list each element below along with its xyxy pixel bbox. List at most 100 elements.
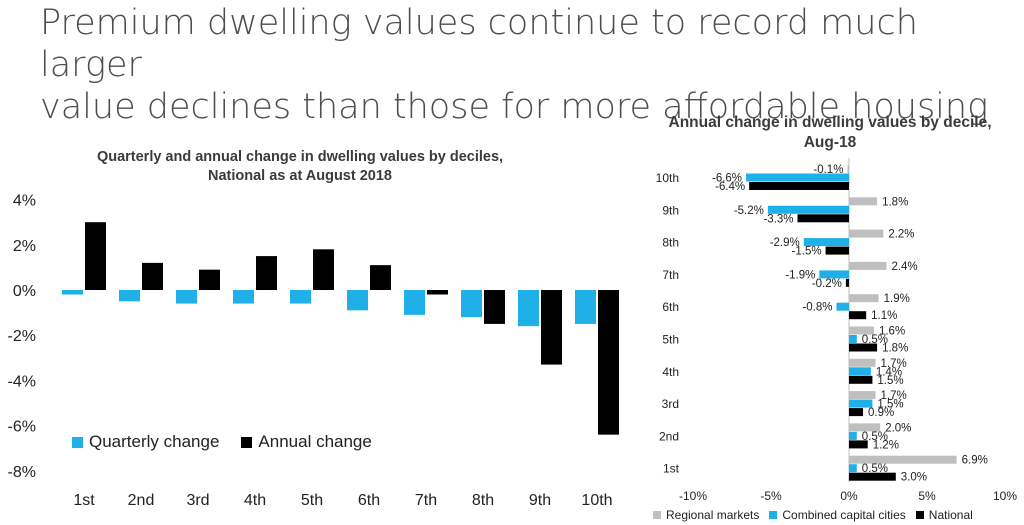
quarterly-change-bar [575,290,596,324]
data-label: -2.9% [770,237,800,249]
x-category-label: 2nd [128,492,155,509]
quarterly-change-bar [461,290,482,318]
x-category-label: 9th [529,492,551,509]
x-category-label: 3rd [186,492,209,509]
data-label: 1.1% [871,310,897,322]
legend-swatch-capitals [769,511,778,519]
left-chart-title-line-1: Quarterly and annual change in dwelling … [96,149,504,165]
legend-swatch-regional [653,511,661,519]
x-tick-label: 0% [840,489,858,503]
x-category-label: 7th [415,492,437,509]
national-bar [845,278,849,287]
annual-change-bar [541,290,562,365]
x-category-label: 1st [73,492,95,509]
y-category-label: 5th [662,333,679,347]
y-category-label: 10th [656,171,679,185]
annual-change-bar [598,290,619,435]
slide-title-line-2: value declines than those for more affor… [40,87,989,127]
combined-capitals-bar [767,205,849,214]
right-chart-title-line-2: Aug-18 [803,134,857,151]
left-chart-title-line-2: National as at August 2018 [208,168,392,184]
data-label: 6.9% [962,455,988,467]
combined-capitals-bar [803,238,849,247]
national-bar [849,472,896,481]
legend-swatch-quarterly [72,436,83,448]
y-category-label: 2nd [659,429,679,443]
legend-item-annual: Annual change [241,432,372,452]
regional-markets-bar [849,326,874,335]
national-bar [849,375,873,384]
slide-title-line-1: Premium dwelling values continue to reco… [40,3,918,85]
legend-label-national: National [928,508,973,522]
annual-change-bar [313,249,334,290]
data-label: 1.6% [879,326,905,338]
national-bar [797,214,849,223]
data-label: -0.1% [813,164,843,176]
regional-markets-bar [849,229,884,238]
data-label: 3.0% [901,472,927,484]
data-label: 1.7% [881,390,907,402]
x-category-label: 10th [581,492,612,509]
data-label: 1.8% [882,196,908,208]
data-label: -1.5% [792,246,822,258]
y-tick-label: 2% [13,238,36,255]
combined-capitals-bar [849,335,857,343]
x-tick-label: -10% [679,489,707,503]
quarterly-change-bar [119,290,140,302]
data-label: 2.4% [891,261,917,273]
national-bar [749,182,849,190]
regional-markets-bar [849,455,957,464]
annual-change-bar [256,256,277,290]
annual-change-bar [85,222,106,290]
x-category-label: 8th [472,492,494,509]
national-bar [849,408,864,417]
legend-label-annual: Annual change [258,432,372,451]
data-label: -6.4% [715,181,745,193]
legend-swatch-annual [241,436,253,448]
left-chart-title: Quarterly and annual change in dwelling … [40,148,560,186]
regional-markets-bar [849,358,876,367]
national-bar [825,246,849,255]
regional-markets-bar [849,197,878,206]
y-tick-label: -2% [8,328,36,345]
quarterly-change-bar [518,290,539,327]
annual-change-bar [370,265,391,290]
annual-change-bar [484,290,505,324]
quarterly-change-bar [176,290,197,304]
y-tick-label: -8% [8,464,36,481]
legend-label-regional: Regional markets [666,508,760,522]
data-label: 2.0% [885,422,911,434]
data-label: -1.9% [785,269,815,281]
quarterly-change-bar [233,290,254,304]
data-label: 0.5% [862,334,888,346]
combined-capitals-bar [819,270,849,279]
legend-label-quarterly: Quarterly change [89,432,220,451]
legend-item-regional: Regional markets [653,508,759,522]
y-category-label: 8th [662,236,679,250]
data-label: 1.7% [881,358,907,370]
data-label: 0.5% [862,463,888,475]
annual-change-bar [199,269,220,290]
combined-capitals-bar [836,302,849,311]
regional-markets-bar [847,165,849,173]
data-label: -0.2% [812,278,842,290]
y-category-label: 6th [662,300,679,314]
quarterly-change-bar [62,290,83,295]
annual-change-bar [142,262,163,290]
quarterly-change-bar [347,290,368,311]
combined-capitals-bar [849,367,871,376]
regional-markets-bar [849,423,881,432]
data-label: -6.6% [712,173,742,185]
data-label: 1.2% [873,439,899,451]
data-label: -0.8% [802,302,832,314]
combined-capitals-bar [849,431,857,440]
x-tick-label: -5% [760,489,782,503]
data-label: -5.2% [734,205,764,217]
y-category-label: 7th [662,268,679,282]
combined-capitals-bar [746,173,849,182]
data-label: 1.4% [876,366,902,378]
data-label: 0.9% [868,407,894,419]
regional-markets-bar [849,294,879,303]
data-label: -3.3% [763,213,793,225]
